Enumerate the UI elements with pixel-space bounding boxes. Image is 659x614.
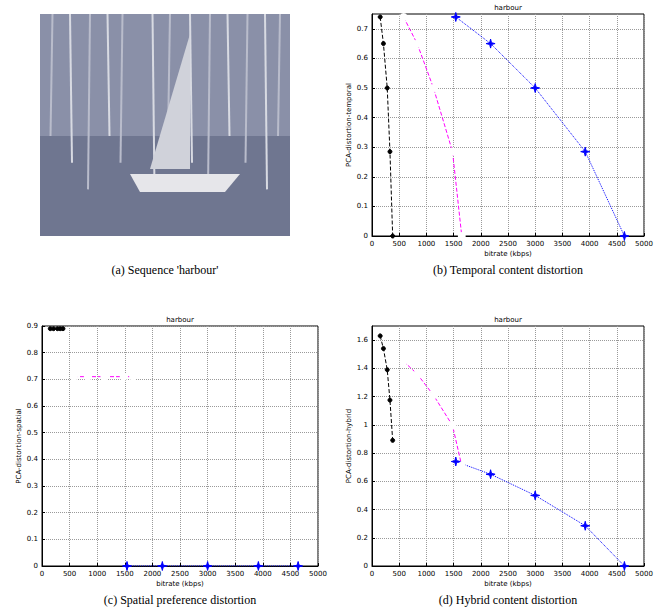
svg-text:(c) Spatial preference distort: (c) Spatial preference distortion	[104, 593, 256, 607]
svg-text:1: 1	[364, 421, 368, 429]
svg-text:500: 500	[393, 570, 406, 578]
svg-text:0.6: 0.6	[357, 54, 369, 62]
svg-text:2000: 2000	[143, 570, 161, 578]
svg-text:5000: 5000	[635, 570, 653, 578]
svg-text:5000: 5000	[635, 240, 653, 248]
svg-text:3000: 3000	[526, 240, 544, 248]
svg-text:bitrate (kbps): bitrate (kbps)	[484, 580, 532, 588]
svg-text:4000: 4000	[581, 570, 599, 578]
svg-text:bitrate (kbps): bitrate (kbps)	[156, 580, 204, 588]
svg-text:3000: 3000	[526, 570, 544, 578]
svg-text:0: 0	[370, 570, 374, 578]
svg-text:0.5: 0.5	[357, 84, 368, 92]
svg-text:0.1: 0.1	[27, 535, 38, 543]
svg-text:(b) Temporal content distortio: (b) Temporal content distortion	[433, 263, 583, 277]
svg-text:PCA-distortion-temporal: PCA-distortion-temporal	[345, 83, 353, 167]
svg-text:3500: 3500	[553, 240, 571, 248]
svg-text:4500: 4500	[608, 240, 626, 248]
svg-text:2000: 2000	[472, 570, 490, 578]
svg-text:PCA-distortion-hybrid: PCA-distortion-hybrid	[345, 409, 353, 483]
svg-text:1500: 1500	[445, 240, 463, 248]
svg-text:0.7: 0.7	[27, 375, 38, 383]
svg-text:5000: 5000	[309, 570, 327, 578]
svg-text:0.2: 0.2	[357, 173, 368, 181]
svg-text:bitrate (kbps): bitrate (kbps)	[484, 250, 532, 258]
svg-text:2000: 2000	[472, 240, 490, 248]
svg-text:4500: 4500	[281, 570, 299, 578]
svg-text:0.3: 0.3	[357, 143, 368, 151]
svg-text:0.3: 0.3	[27, 482, 38, 490]
svg-text:1500: 1500	[445, 570, 463, 578]
svg-text:0.4: 0.4	[357, 114, 369, 122]
svg-text:0.6: 0.6	[357, 477, 369, 485]
svg-text:1500: 1500	[116, 570, 134, 578]
svg-text:4500: 4500	[608, 570, 626, 578]
svg-text:PCA-distortion-spatial: PCA-distortion-spatial	[15, 408, 23, 484]
svg-text:3500: 3500	[553, 570, 571, 578]
svg-text:(a) Sequence 'harbour': (a) Sequence 'harbour'	[112, 263, 219, 277]
svg-text:0: 0	[34, 562, 38, 570]
svg-text:0: 0	[370, 240, 374, 248]
svg-text:harbour: harbour	[494, 4, 522, 12]
svg-text:0.1: 0.1	[357, 202, 368, 210]
svg-text:harbour: harbour	[494, 316, 522, 324]
svg-text:3000: 3000	[199, 570, 217, 578]
svg-text:1.4: 1.4	[357, 364, 369, 372]
svg-text:0.2: 0.2	[27, 509, 38, 517]
svg-text:0: 0	[40, 570, 44, 578]
svg-text:4000: 4000	[254, 570, 272, 578]
svg-text:4000: 4000	[581, 240, 599, 248]
svg-text:0.9: 0.9	[27, 322, 38, 330]
svg-text:0.5: 0.5	[27, 429, 38, 437]
svg-text:1000: 1000	[417, 570, 435, 578]
svg-text:0.4: 0.4	[27, 455, 39, 463]
svg-text:harbour: harbour	[166, 316, 194, 324]
svg-text:500: 500	[393, 240, 406, 248]
svg-text:2500: 2500	[499, 570, 517, 578]
svg-text:500: 500	[63, 570, 76, 578]
svg-text:0.8: 0.8	[357, 449, 368, 457]
svg-text:1000: 1000	[417, 240, 435, 248]
svg-text:0.6: 0.6	[27, 402, 39, 410]
svg-text:0.4: 0.4	[357, 506, 369, 514]
svg-text:0.8: 0.8	[27, 349, 38, 357]
svg-text:1.2: 1.2	[357, 393, 368, 401]
svg-text:0.7: 0.7	[357, 25, 368, 33]
svg-text:3500: 3500	[226, 570, 244, 578]
svg-text:2500: 2500	[171, 570, 189, 578]
svg-text:0: 0	[364, 562, 368, 570]
svg-text:1000: 1000	[88, 570, 106, 578]
svg-text:1.6: 1.6	[357, 336, 369, 344]
svg-text:0: 0	[364, 232, 368, 240]
svg-text:0.2: 0.2	[357, 534, 368, 542]
svg-text:2500: 2500	[499, 240, 517, 248]
svg-text:(d) Hybrid content distortion: (d) Hybrid content distortion	[439, 593, 577, 607]
